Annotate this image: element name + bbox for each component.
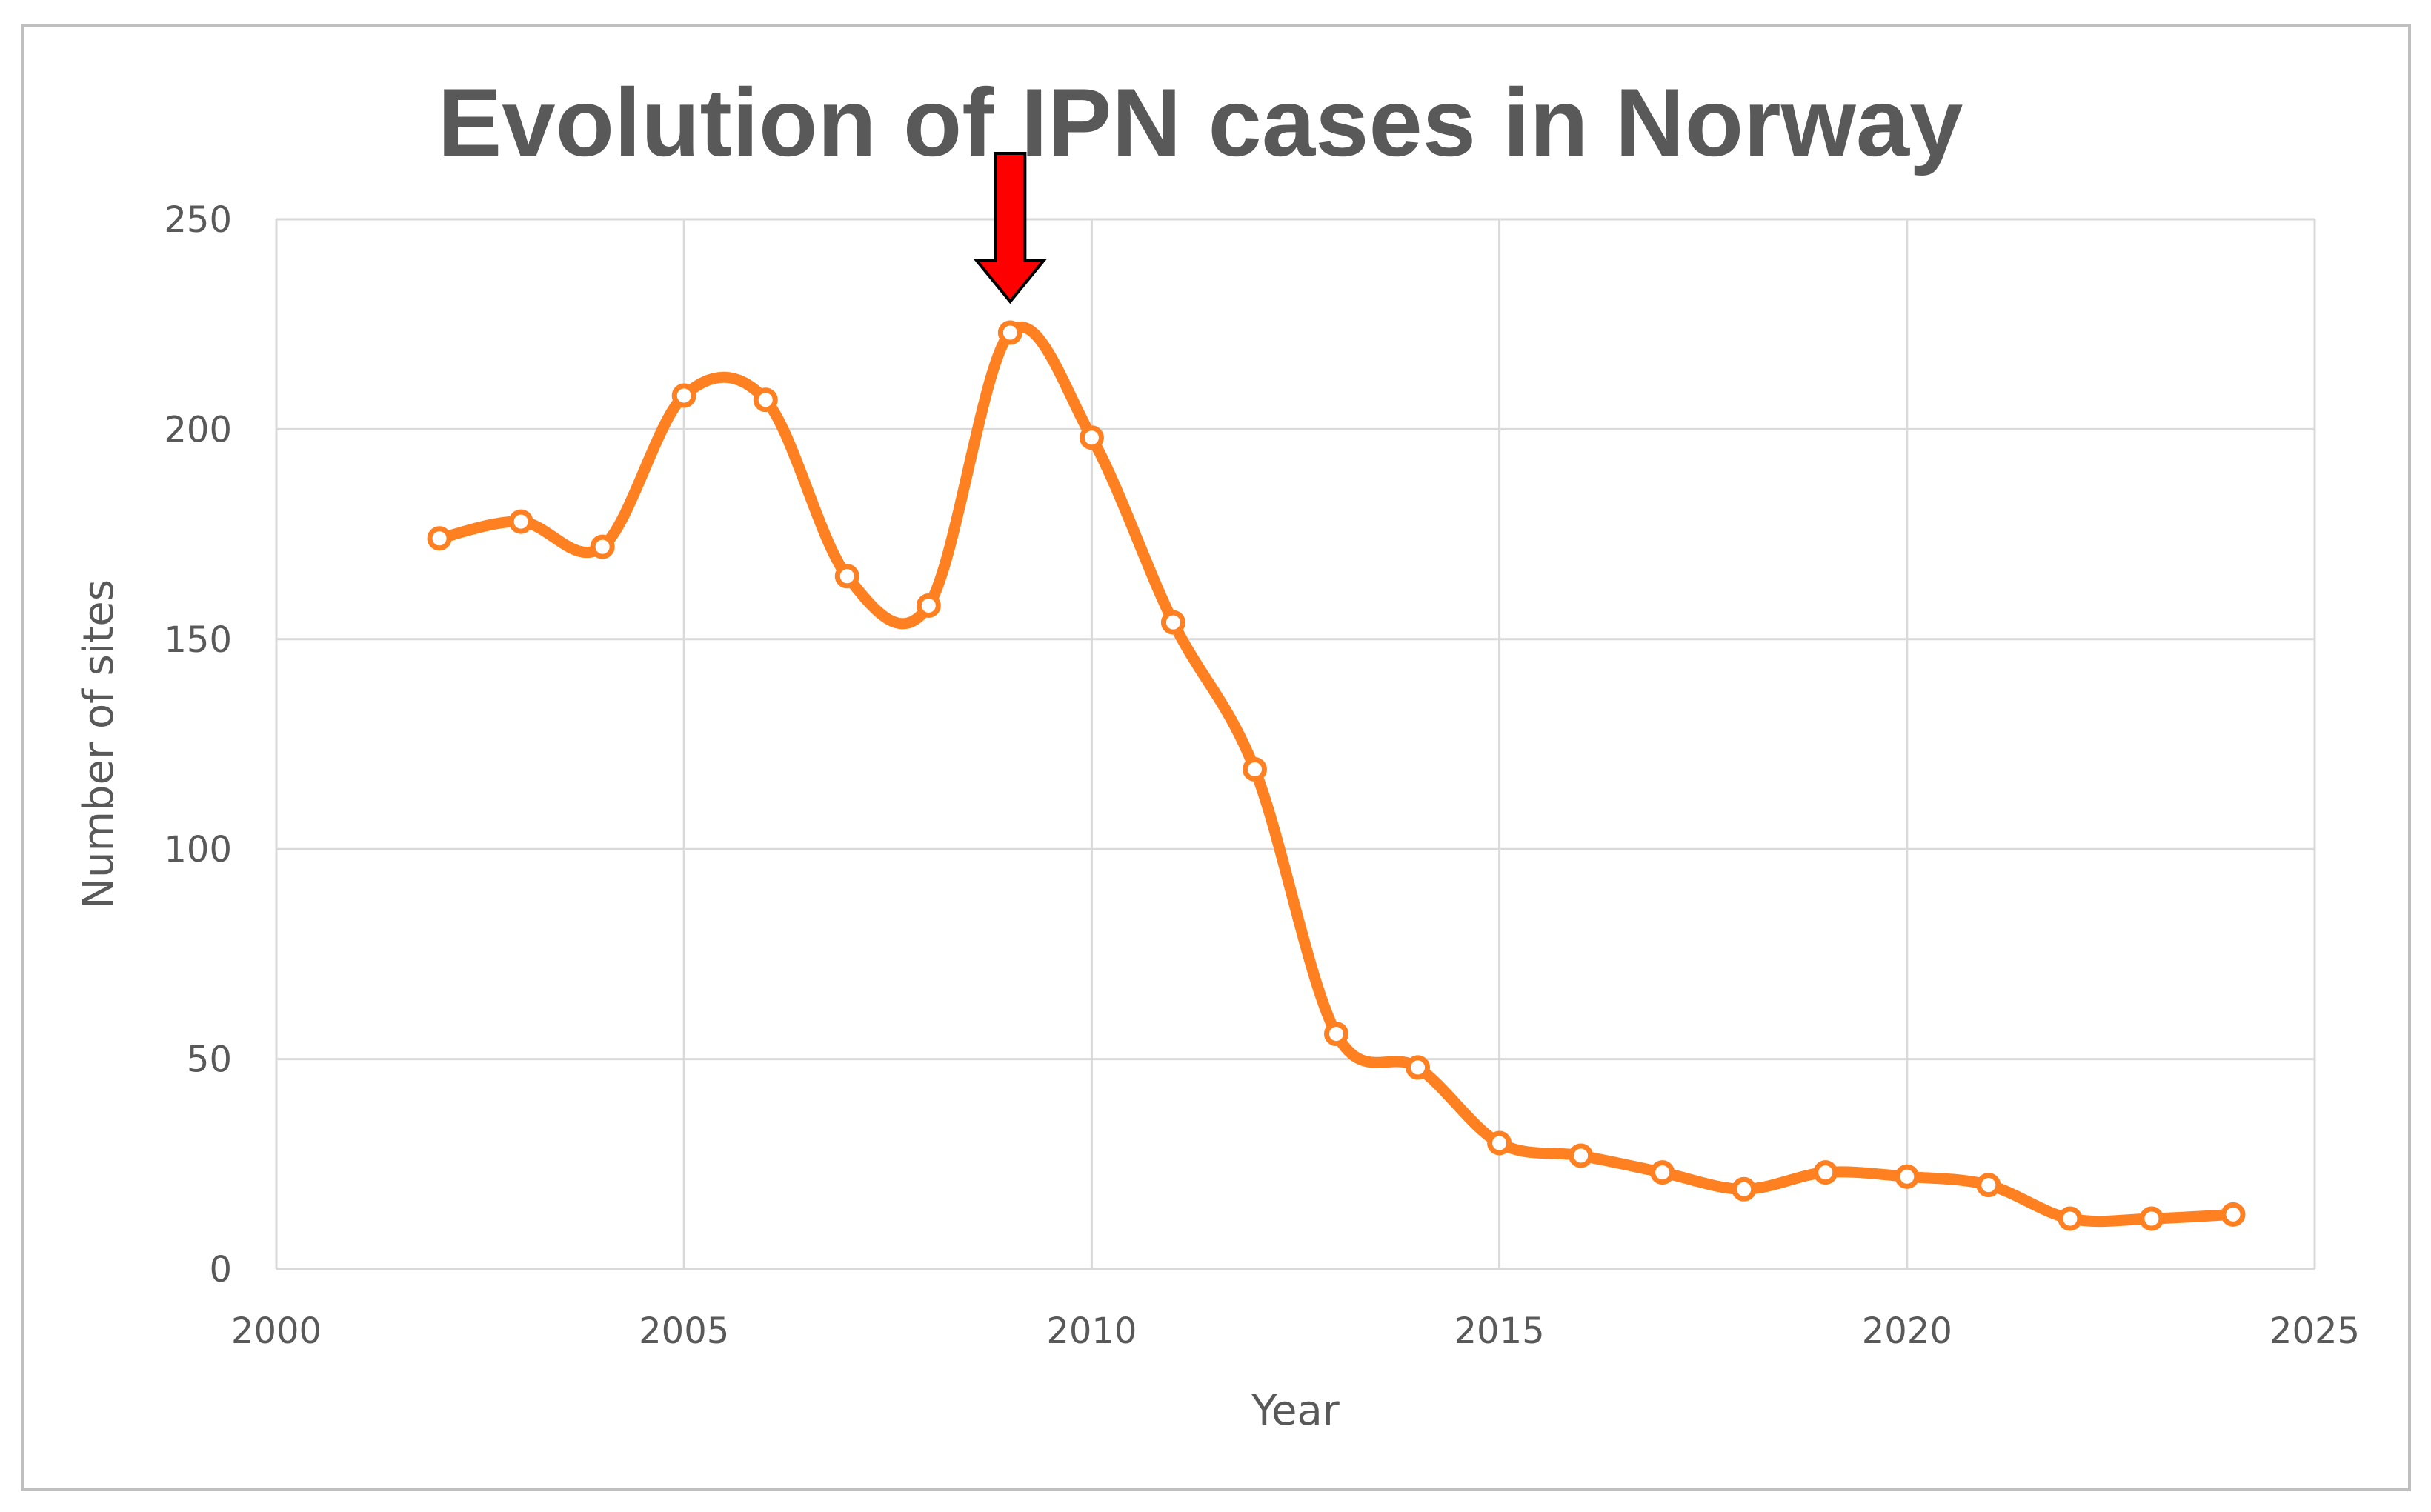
data-point[interactable] — [2058, 1206, 2083, 1231]
grid-lines — [275, 218, 2316, 1270]
y-tick-label: 0 — [209, 1249, 232, 1290]
data-point[interactable] — [1813, 1160, 1838, 1185]
data-point[interactable] — [1976, 1173, 2001, 1198]
data-point[interactable] — [427, 526, 452, 551]
data-point[interactable] — [1895, 1164, 1920, 1189]
data-point[interactable] — [834, 564, 859, 589]
x-tick-label: 2025 — [2269, 1310, 2360, 1352]
data-point[interactable] — [916, 593, 941, 618]
chart-frame — [21, 24, 2411, 1491]
y-tick-label: 250 — [164, 199, 232, 241]
data-point[interactable] — [508, 509, 533, 534]
data-point[interactable] — [1160, 610, 1185, 635]
data-point[interactable] — [671, 383, 696, 408]
data-point[interactable] — [753, 387, 778, 413]
data-point[interactable] — [997, 320, 1022, 345]
data-point[interactable] — [1732, 1176, 1757, 1202]
y-tick-label: 200 — [164, 409, 232, 450]
data-point[interactable] — [1406, 1055, 1431, 1080]
y-tick-label: 100 — [164, 829, 232, 870]
x-tick-label: 2010 — [1046, 1310, 1137, 1352]
data-point[interactable] — [1324, 1022, 1349, 1047]
peak-arrow — [974, 152, 1047, 304]
y-tick-label: 150 — [164, 619, 232, 661]
data-point[interactable] — [2139, 1206, 2164, 1231]
data-point[interactable] — [1650, 1160, 1675, 1185]
data-point[interactable] — [590, 534, 615, 559]
annotations — [974, 152, 1047, 304]
data-point[interactable] — [1487, 1130, 1512, 1156]
y-axis-title: Number of sites — [75, 579, 123, 909]
series-layer — [427, 320, 2246, 1231]
data-point[interactable] — [1569, 1143, 1594, 1168]
x-tick-label: 2020 — [1862, 1310, 1952, 1352]
data-point[interactable] — [2221, 1202, 2246, 1227]
x-axis-title: Year — [1251, 1387, 1340, 1435]
y-tick-label: 50 — [187, 1039, 232, 1081]
x-tick-label: 2015 — [1454, 1310, 1545, 1352]
data-point[interactable] — [1079, 425, 1104, 450]
tick-labels: 0 50 100 150 200 250 2000 2005 2010 2015 2020 2025 — [164, 199, 2360, 1352]
x-tick-label: 2000 — [231, 1310, 322, 1352]
chart-title: Evolution of IPN cases in Norway — [438, 68, 1963, 176]
data-point[interactable] — [1242, 757, 1267, 782]
x-tick-label: 2005 — [639, 1310, 729, 1352]
